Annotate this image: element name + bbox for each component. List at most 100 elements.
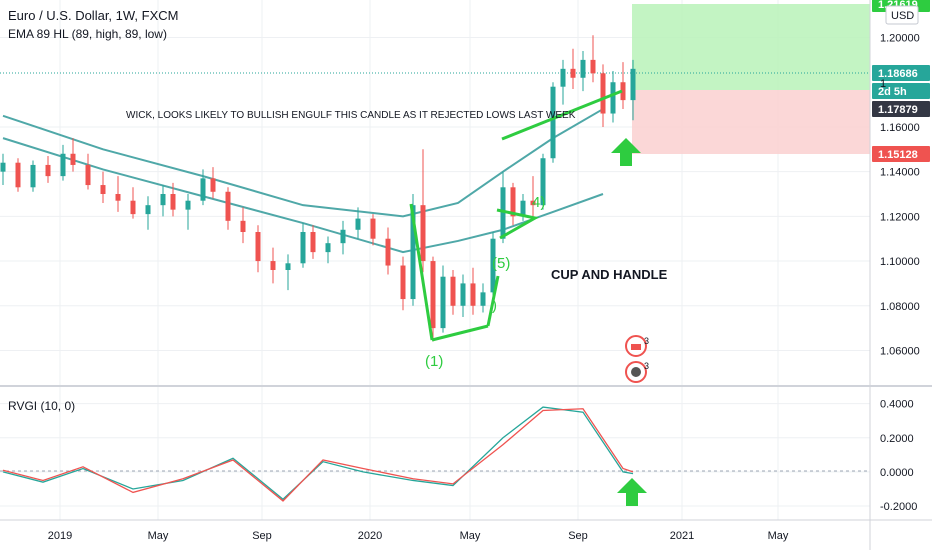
time-axis[interactable]: 2019 May Sep 2020 May Sep 2021 May <box>48 530 789 542</box>
ema-line-1 <box>2 108 604 218</box>
price-tick-label: 1.12000 <box>880 211 920 223</box>
cup-right-line <box>486 275 500 327</box>
currency-button[interactable]: USD <box>885 5 919 25</box>
candle-body <box>85 164 91 186</box>
osc-tick-label: 0.2000 <box>880 433 914 445</box>
earnings-icon-bars <box>631 344 641 350</box>
candle-body <box>300 232 306 264</box>
handle-triangle <box>496 208 540 240</box>
candle-body <box>530 200 536 206</box>
price-tick-label: 1.06000 <box>880 345 920 357</box>
candle-body <box>255 232 261 262</box>
indicator-legend: EMA 89 HL (89, high, 89, low) <box>8 27 167 41</box>
candle-body <box>225 191 231 221</box>
candle-body <box>145 205 151 215</box>
stop-zone <box>632 90 870 154</box>
up-arrow-osc-icon <box>617 478 647 506</box>
price-tick-label: 1.16000 <box>880 122 920 134</box>
event-badge-1[interactable]: 3 <box>625 335 649 357</box>
time-tick-label: 2019 <box>48 530 72 542</box>
candle-body <box>370 218 376 239</box>
candle-body <box>470 283 476 306</box>
time-tick-label: Sep <box>252 530 272 542</box>
candle-body <box>520 200 526 217</box>
candle-body <box>100 185 106 194</box>
oscillator-axis[interactable]: 0.4000 0.2000 0.0000 -0.2000 <box>880 399 917 513</box>
time-tick-label: May <box>768 530 789 542</box>
candle-body <box>510 187 516 217</box>
candle-body <box>30 164 36 188</box>
candle-body <box>580 59 586 78</box>
candle-body <box>550 86 556 159</box>
candle-body <box>420 205 426 262</box>
price-tag-label: 2d 5h <box>878 86 907 98</box>
candle-body <box>60 153 66 177</box>
osc-tick-label: -0.2000 <box>880 501 917 513</box>
cup-bottom-line <box>431 324 489 342</box>
candle-body <box>270 261 276 270</box>
price-tick-label: 1.10000 <box>880 256 920 268</box>
time-tick-label: Sep <box>568 530 588 542</box>
time-tick-label: May <box>148 530 169 542</box>
candle-body <box>240 220 246 232</box>
time-tick-label: 2021 <box>670 530 694 542</box>
wave-label-1: (1) <box>425 353 443 370</box>
osc-tick-label: 0.4000 <box>880 399 914 411</box>
candle-body <box>440 276 446 329</box>
candle-body <box>630 68 636 101</box>
wave-label-5: (5) <box>492 255 510 272</box>
price-tag <box>872 65 930 81</box>
rvgi-line-1 <box>2 406 634 501</box>
event-badge-2[interactable]: 3 <box>625 361 649 383</box>
oscillator-lines <box>2 406 634 502</box>
oscillator-grid <box>0 403 870 507</box>
trend-line-upper <box>501 89 623 141</box>
time-tick-label: 2020 <box>358 530 382 542</box>
candle-body <box>450 276 456 306</box>
time-tick-label: May <box>460 530 481 542</box>
candle-body <box>570 68 576 78</box>
candle-body <box>115 194 121 201</box>
currency-label: USD <box>891 10 914 22</box>
candle-body <box>15 162 21 188</box>
main-grid <box>0 0 870 520</box>
pattern-label: CUP AND HANDLE <box>551 267 668 282</box>
candle-body <box>200 178 206 201</box>
dividend-icon-dot <box>631 367 641 377</box>
candles <box>0 35 636 342</box>
candle-body <box>400 265 406 300</box>
price-tick-label: 1.08000 <box>880 301 920 313</box>
candle-body <box>500 187 506 239</box>
candle-body <box>0 162 6 172</box>
candle-body <box>560 68 566 87</box>
price-tag-label: 1.18686 <box>878 68 918 80</box>
candle-body <box>410 205 416 300</box>
target-zone <box>632 4 870 90</box>
candle-body <box>540 158 546 206</box>
candle-body <box>170 194 176 210</box>
symbol-title: Euro / U.S. Dollar, 1W, FXCM <box>8 8 179 23</box>
price-tag-label: 1.17879 <box>878 104 918 116</box>
candle-body <box>480 292 486 306</box>
candle-body <box>355 218 361 230</box>
candle-body <box>610 82 616 114</box>
candle-body <box>185 200 191 210</box>
candle-body <box>310 232 316 253</box>
candle-body <box>430 261 436 329</box>
candle-body <box>620 82 626 101</box>
price-tick-label: 1.20000 <box>880 33 920 45</box>
price-tag-label: 1.15128 <box>878 149 918 161</box>
price-tag-partial: 1 <box>880 78 886 90</box>
pattern-drawings <box>409 89 623 342</box>
rvgi-line-2 <box>2 408 634 502</box>
price-tag <box>872 101 930 117</box>
candle-body <box>590 59 596 74</box>
candle-body <box>45 164 51 177</box>
candle-body <box>490 238 496 293</box>
candle-body <box>460 283 466 306</box>
wick-note: WICK, LOOKS LIKELY TO BULLISH ENGULF THI… <box>126 110 576 121</box>
wave-label-2: ) <box>492 297 497 314</box>
price-axis[interactable]: 1.06000 1.08000 1.10000 1.12000 1.14000 1.160… <box>880 33 920 358</box>
